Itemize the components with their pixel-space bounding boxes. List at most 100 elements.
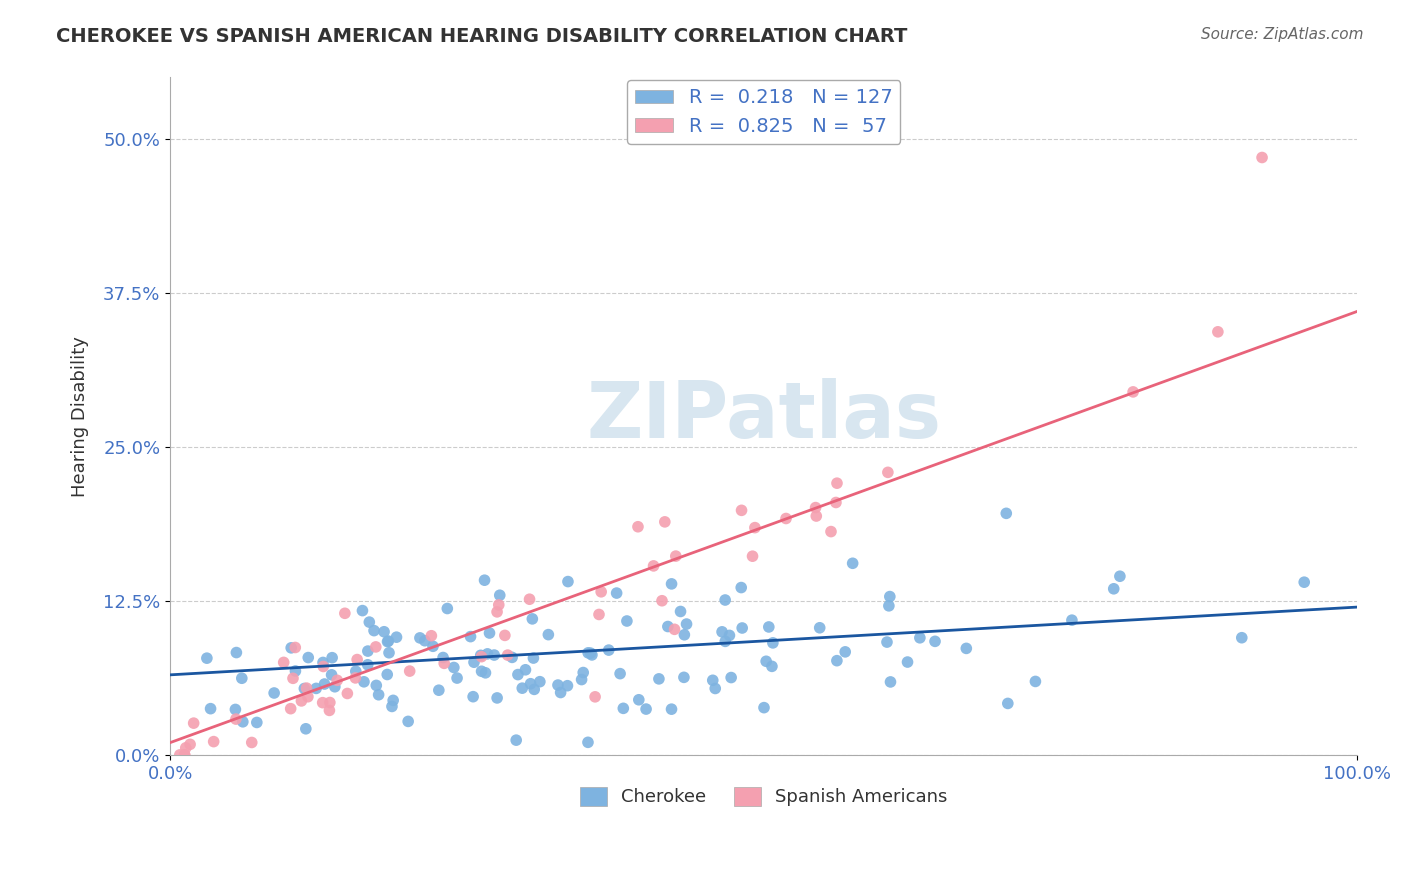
Point xyxy=(995,506,1018,520)
Point xyxy=(661,702,683,716)
Point xyxy=(762,636,785,650)
Point xyxy=(664,623,686,637)
Point xyxy=(477,647,499,661)
Point xyxy=(336,686,359,700)
Point xyxy=(510,681,533,695)
Point xyxy=(1024,674,1046,689)
Legend: Cherokee, Spanish Americans: Cherokee, Spanish Americans xyxy=(572,780,955,814)
Point xyxy=(273,656,295,670)
Point xyxy=(225,646,247,660)
Point xyxy=(305,681,328,696)
Point xyxy=(718,628,741,642)
Point xyxy=(876,466,898,480)
Point xyxy=(318,703,340,717)
Point xyxy=(758,620,780,634)
Point xyxy=(496,648,519,662)
Point xyxy=(297,650,319,665)
Point xyxy=(432,650,454,665)
Point xyxy=(463,655,485,669)
Point xyxy=(488,598,510,612)
Point xyxy=(523,682,546,697)
Point xyxy=(246,715,269,730)
Point xyxy=(183,716,205,731)
Point xyxy=(195,651,218,665)
Point xyxy=(364,640,387,654)
Point xyxy=(344,665,367,679)
Point xyxy=(825,476,848,491)
Point xyxy=(825,495,848,509)
Point xyxy=(1251,151,1274,165)
Point xyxy=(627,520,650,534)
Point xyxy=(579,646,602,660)
Point xyxy=(775,511,797,525)
Point xyxy=(714,593,737,607)
Point xyxy=(377,634,399,648)
Point xyxy=(314,677,336,691)
Point xyxy=(382,693,405,707)
Point xyxy=(876,635,898,649)
Point xyxy=(1102,582,1125,596)
Point xyxy=(571,673,593,687)
Point xyxy=(482,648,505,662)
Point xyxy=(591,584,613,599)
Point xyxy=(841,556,863,570)
Point xyxy=(576,735,599,749)
Point xyxy=(997,697,1019,711)
Point xyxy=(636,702,658,716)
Point xyxy=(924,634,946,648)
Point xyxy=(488,588,510,602)
Point xyxy=(470,648,492,663)
Point xyxy=(834,645,856,659)
Point xyxy=(474,665,496,680)
Point xyxy=(955,641,977,656)
Point xyxy=(661,577,683,591)
Point xyxy=(550,685,572,699)
Point xyxy=(436,601,458,615)
Point xyxy=(704,681,727,696)
Point xyxy=(174,740,197,755)
Point xyxy=(263,686,285,700)
Point xyxy=(643,558,665,573)
Point xyxy=(363,624,385,638)
Point xyxy=(1230,631,1253,645)
Point xyxy=(373,624,395,639)
Point xyxy=(744,521,766,535)
Point xyxy=(557,574,579,589)
Point xyxy=(506,667,529,681)
Point xyxy=(648,672,671,686)
Point xyxy=(755,654,778,668)
Point xyxy=(427,683,450,698)
Point xyxy=(321,650,343,665)
Point xyxy=(377,634,399,648)
Point xyxy=(173,747,195,762)
Point xyxy=(576,646,599,660)
Point xyxy=(169,747,191,762)
Point xyxy=(446,671,468,685)
Point xyxy=(583,690,606,704)
Point xyxy=(730,581,752,595)
Point xyxy=(731,621,754,635)
Point xyxy=(420,629,443,643)
Point xyxy=(588,607,610,622)
Point xyxy=(702,673,724,688)
Point xyxy=(311,696,333,710)
Point xyxy=(357,644,380,658)
Point xyxy=(284,640,307,655)
Point xyxy=(672,670,695,684)
Point xyxy=(280,701,302,715)
Point xyxy=(352,604,374,618)
Point xyxy=(908,631,931,645)
Point xyxy=(808,621,831,635)
Point xyxy=(673,628,696,642)
Point xyxy=(1060,613,1083,627)
Text: ZIPatlas: ZIPatlas xyxy=(586,378,941,454)
Point xyxy=(877,599,900,613)
Point xyxy=(173,747,195,762)
Point xyxy=(486,605,509,619)
Point xyxy=(179,737,201,751)
Point xyxy=(232,714,254,729)
Point xyxy=(385,630,408,644)
Point xyxy=(375,667,398,681)
Point xyxy=(474,573,496,587)
Point xyxy=(1122,384,1144,399)
